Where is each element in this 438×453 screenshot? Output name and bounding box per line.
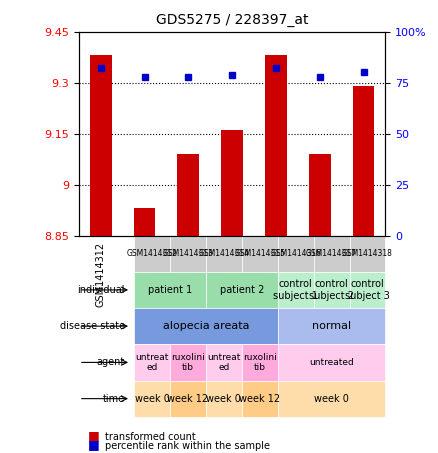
Text: patient 1: patient 1 <box>148 285 192 295</box>
FancyBboxPatch shape <box>278 308 385 344</box>
Text: patient 2: patient 2 <box>219 285 264 295</box>
FancyBboxPatch shape <box>206 381 242 417</box>
Text: week 0: week 0 <box>314 394 349 404</box>
FancyBboxPatch shape <box>206 344 242 381</box>
FancyBboxPatch shape <box>206 236 242 272</box>
Text: week 12: week 12 <box>167 394 208 404</box>
Bar <box>221 130 243 236</box>
FancyBboxPatch shape <box>242 381 278 417</box>
Text: GSM1414317: GSM1414317 <box>306 249 357 258</box>
Text: week 0: week 0 <box>206 394 241 404</box>
Text: untreat
ed: untreat ed <box>207 353 240 372</box>
FancyBboxPatch shape <box>170 236 206 272</box>
Bar <box>177 154 199 236</box>
Text: ruxolini
tib: ruxolini tib <box>171 353 205 372</box>
Text: GSM1414314: GSM1414314 <box>198 249 249 258</box>
Text: ■: ■ <box>88 429 99 442</box>
Text: untreated: untreated <box>309 358 354 367</box>
Text: GSM1414316: GSM1414316 <box>270 249 321 258</box>
Text: disease state: disease state <box>60 321 125 331</box>
FancyBboxPatch shape <box>170 381 206 417</box>
FancyBboxPatch shape <box>314 236 350 272</box>
FancyBboxPatch shape <box>278 344 385 381</box>
Text: GSM1414312: GSM1414312 <box>127 249 177 258</box>
FancyBboxPatch shape <box>134 344 170 381</box>
FancyBboxPatch shape <box>278 381 385 417</box>
Text: percentile rank within the sample: percentile rank within the sample <box>105 441 270 451</box>
Text: control
subject 2: control subject 2 <box>309 279 354 301</box>
Text: control
subject 1: control subject 1 <box>273 279 318 301</box>
Text: week 12: week 12 <box>239 394 280 404</box>
Text: transformed count: transformed count <box>105 432 196 442</box>
Text: normal: normal <box>312 321 351 331</box>
FancyBboxPatch shape <box>170 344 206 381</box>
FancyBboxPatch shape <box>134 381 170 417</box>
Text: untreat
ed: untreat ed <box>135 353 169 372</box>
FancyBboxPatch shape <box>350 272 385 308</box>
Text: ruxolini
tib: ruxolini tib <box>243 353 277 372</box>
Bar <box>309 154 331 236</box>
FancyBboxPatch shape <box>242 344 278 381</box>
Bar <box>90 55 112 236</box>
FancyBboxPatch shape <box>350 236 385 272</box>
FancyBboxPatch shape <box>278 236 314 272</box>
Text: GSM1414315: GSM1414315 <box>234 249 285 258</box>
Bar <box>265 55 287 236</box>
FancyBboxPatch shape <box>134 308 278 344</box>
FancyBboxPatch shape <box>134 236 170 272</box>
Text: agent: agent <box>97 357 125 367</box>
Text: alopecia areata: alopecia areata <box>162 321 249 331</box>
Text: ■: ■ <box>88 438 99 451</box>
Title: GDS5275 / 228397_at: GDS5275 / 228397_at <box>156 13 308 27</box>
FancyBboxPatch shape <box>242 236 278 272</box>
Text: control
subject 3: control subject 3 <box>345 279 390 301</box>
Text: GSM1414313: GSM1414313 <box>162 249 213 258</box>
Text: time: time <box>102 394 125 404</box>
FancyBboxPatch shape <box>278 272 314 308</box>
FancyBboxPatch shape <box>206 272 278 308</box>
Bar <box>134 208 155 236</box>
FancyBboxPatch shape <box>314 272 350 308</box>
FancyBboxPatch shape <box>134 272 206 308</box>
Text: week 0: week 0 <box>134 394 170 404</box>
Text: GSM1414318: GSM1414318 <box>342 249 393 258</box>
Bar <box>353 86 374 236</box>
Text: individual: individual <box>78 285 125 295</box>
